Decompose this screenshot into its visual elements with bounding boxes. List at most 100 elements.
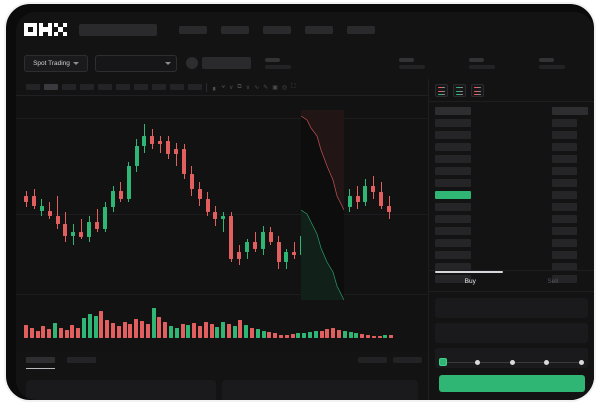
orderbook-row[interactable] <box>435 275 471 283</box>
orderbook-row[interactable] <box>435 215 471 223</box>
stat-value <box>539 64 565 69</box>
market-type-dropdown[interactable]: Spot Trading <box>24 54 88 72</box>
timeframe-8[interactable] <box>170 84 184 90</box>
orders-tab-0[interactable] <box>26 357 55 363</box>
orderbook-row[interactable] <box>435 227 471 235</box>
timeframe-9[interactable] <box>188 84 202 90</box>
stat-label <box>469 57 484 62</box>
orderbook-row[interactable] <box>552 227 577 235</box>
nav-item-2[interactable] <box>263 25 291 34</box>
timeframe-7[interactable] <box>152 84 166 90</box>
orderbook-row[interactable] <box>552 167 577 175</box>
candle-wick <box>254 232 256 253</box>
volume-bar <box>313 330 318 338</box>
settings-icon[interactable]: ◎ <box>281 84 288 91</box>
chevron-down-icon[interactable]: ∨ <box>245 84 251 91</box>
orderbook-row[interactable] <box>435 263 471 271</box>
line-tool-icon[interactable]: ∿ <box>254 84 260 91</box>
chevron-down-icon[interactable]: ∨ <box>229 84 234 91</box>
pair-selector-dropdown[interactable] <box>95 54 177 72</box>
orderbook-row[interactable] <box>435 203 471 211</box>
header-nav <box>179 25 375 34</box>
orderbook-row[interactable] <box>435 167 471 175</box>
orderbook-row[interactable] <box>552 107 588 115</box>
candle-body <box>134 145 139 166</box>
orderbook-row[interactable] <box>552 155 577 163</box>
slider-stop-50[interactable] <box>509 359 515 365</box>
slider-handle[interactable] <box>439 358 447 366</box>
orderbook-row[interactable] <box>552 143 577 151</box>
nav-item-4[interactable] <box>347 25 375 34</box>
orderbook-row[interactable] <box>552 275 577 283</box>
nav-item-1[interactable] <box>221 25 249 34</box>
submit-order-button[interactable] <box>439 375 585 392</box>
orderbook-row[interactable] <box>435 179 471 187</box>
orderbook-row[interactable] <box>435 119 471 127</box>
timeframe-0[interactable] <box>26 84 40 90</box>
candlestick-icon[interactable]: ▖ <box>213 84 218 91</box>
volume-bar <box>116 325 121 338</box>
orderbook-row[interactable] <box>552 191 577 199</box>
orderbook-both-icon[interactable] <box>435 84 448 97</box>
camera-icon[interactable]: ▣ <box>272 84 278 91</box>
chart-type-icon[interactable]: ⧉ <box>237 83 242 90</box>
search-input[interactable] <box>79 23 157 36</box>
orderbook-asks-icon[interactable] <box>471 84 484 97</box>
toolbar-divider <box>206 82 207 92</box>
timeframe-4[interactable] <box>98 84 112 90</box>
orderbook-row[interactable] <box>552 203 577 211</box>
slider-stop-75[interactable] <box>544 359 549 365</box>
orders-tab-1[interactable] <box>67 357 96 363</box>
nav-item-0[interactable] <box>179 25 207 34</box>
orders-filter-1[interactable] <box>393 357 422 363</box>
fullscreen-icon[interactable]: ⛶ <box>291 83 296 90</box>
volume-bar <box>348 331 353 338</box>
orderbook-row[interactable] <box>435 155 471 163</box>
orderbook-row[interactable] <box>552 215 577 223</box>
volume-bar <box>145 323 150 338</box>
candle-wick <box>223 212 225 233</box>
candle-body <box>268 232 273 243</box>
orderbook-rows[interactable] <box>429 102 594 283</box>
orderbook-row[interactable] <box>552 131 577 139</box>
candle-body <box>284 252 289 263</box>
orderbook-row[interactable] <box>435 251 471 259</box>
volume-bar <box>296 332 301 338</box>
orderbook-row[interactable] <box>435 191 471 199</box>
orderbook-row[interactable] <box>552 263 577 271</box>
orderbook-row[interactable] <box>435 143 471 151</box>
app-header: OKX <box>16 12 594 47</box>
ticker-stat-0 <box>265 57 291 69</box>
timeframe-3[interactable] <box>80 84 94 90</box>
okx-logo-icon[interactable]: OKX <box>24 23 69 36</box>
nav-item-3[interactable] <box>305 25 333 34</box>
orderbook-row[interactable] <box>552 179 577 187</box>
price-chart[interactable] <box>16 96 428 352</box>
candle-body <box>276 242 281 263</box>
indicators-icon[interactable]: ⩝ <box>221 83 226 90</box>
amount-percent-slider[interactable] <box>439 357 585 367</box>
tab-sell[interactable]: Sell <box>512 271 595 291</box>
order-field-1[interactable] <box>435 323 588 343</box>
orderbook-row[interactable] <box>552 239 577 247</box>
orderbook-bids-icon[interactable] <box>453 84 466 97</box>
orderbook-row[interactable] <box>435 239 471 247</box>
orderbook-row[interactable] <box>552 119 577 127</box>
timeframe-5[interactable] <box>116 84 130 90</box>
volume-bar <box>87 313 92 338</box>
timeframe-1[interactable] <box>44 84 58 90</box>
slider-stop-25[interactable] <box>475 359 480 365</box>
pencil-icon[interactable]: ✎ <box>263 84 269 91</box>
orderbook-row[interactable] <box>435 107 471 115</box>
volume-bar <box>29 327 34 338</box>
orderbook-row[interactable] <box>435 131 471 139</box>
timeframe-6[interactable] <box>134 84 148 90</box>
timeframe-2[interactable] <box>62 84 76 90</box>
slider-stop-100[interactable] <box>578 359 584 365</box>
orderbook-row[interactable] <box>552 251 577 259</box>
orders-filter-0[interactable] <box>358 357 387 363</box>
order-field-0[interactable] <box>435 298 588 318</box>
order-field-2[interactable] <box>435 348 588 368</box>
tab-buy[interactable]: Buy <box>429 271 512 291</box>
volume-bar <box>238 320 243 338</box>
